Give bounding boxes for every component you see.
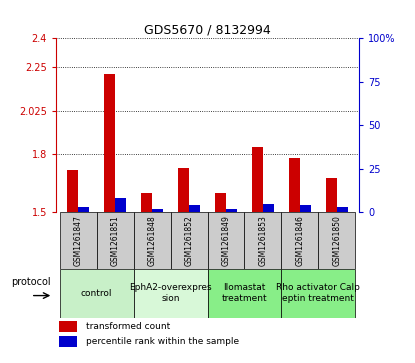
Bar <box>115 199 126 212</box>
Text: GSM1261851: GSM1261851 <box>111 215 120 266</box>
Bar <box>208 212 244 269</box>
Bar <box>215 193 226 212</box>
Bar <box>67 170 78 212</box>
Bar <box>189 205 200 212</box>
Text: percentile rank within the sample: percentile rank within the sample <box>86 337 239 346</box>
Bar <box>134 269 208 318</box>
Title: GDS5670 / 8132994: GDS5670 / 8132994 <box>144 24 271 37</box>
Bar <box>318 212 355 269</box>
Text: GSM1261852: GSM1261852 <box>185 215 193 266</box>
Text: GSM1261848: GSM1261848 <box>148 215 156 266</box>
Bar <box>178 168 189 212</box>
Text: protocol: protocol <box>11 277 51 287</box>
Bar <box>289 158 300 212</box>
Bar <box>59 336 77 347</box>
Text: GSM1261847: GSM1261847 <box>74 215 83 266</box>
Bar <box>326 178 337 212</box>
Bar <box>263 204 274 212</box>
Bar <box>104 74 115 212</box>
Bar <box>300 205 311 212</box>
Bar <box>152 209 163 212</box>
Bar <box>141 193 152 212</box>
Text: GSM1261850: GSM1261850 <box>332 215 341 266</box>
Bar <box>97 212 134 269</box>
Bar <box>171 212 208 269</box>
Bar <box>281 212 318 269</box>
Text: GSM1261849: GSM1261849 <box>222 215 230 266</box>
Text: Rho activator Calp
eptin treatment: Rho activator Calp eptin treatment <box>276 284 360 303</box>
Text: Ilomastat
treatment: Ilomastat treatment <box>222 284 267 303</box>
Bar <box>252 147 263 212</box>
Text: control: control <box>81 289 112 298</box>
Bar <box>208 269 281 318</box>
Bar <box>226 209 237 212</box>
Bar <box>59 321 77 331</box>
Bar <box>244 212 281 269</box>
Bar <box>134 212 171 269</box>
Bar <box>60 212 97 269</box>
Bar <box>337 207 348 212</box>
Text: transformed count: transformed count <box>86 322 171 331</box>
Bar <box>78 207 89 212</box>
Bar <box>60 269 134 318</box>
Text: GSM1261846: GSM1261846 <box>295 215 304 266</box>
Text: GSM1261853: GSM1261853 <box>259 215 267 266</box>
Bar <box>281 269 355 318</box>
Text: EphA2-overexpres
sion: EphA2-overexpres sion <box>129 284 212 303</box>
